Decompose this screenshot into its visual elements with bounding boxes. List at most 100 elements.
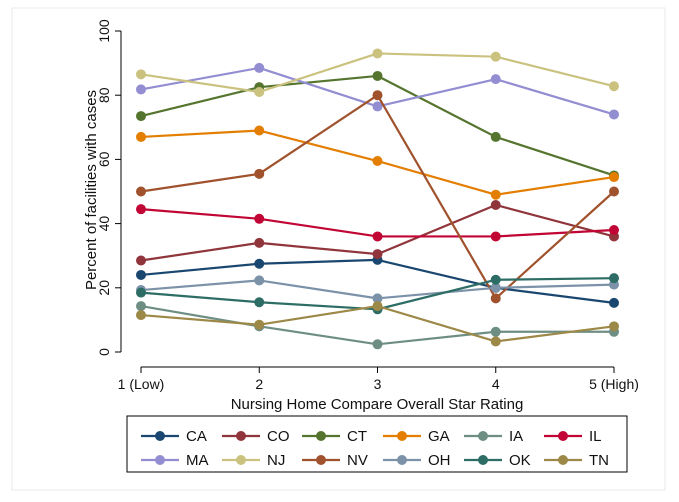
data-point <box>490 51 501 62</box>
legend-label: TN <box>589 452 609 469</box>
legend-label: NJ <box>267 452 285 469</box>
legend-label: IL <box>589 428 602 445</box>
data-point <box>609 321 619 332</box>
legend-label: NV <box>347 452 368 469</box>
data-point <box>136 269 146 280</box>
data-point <box>372 293 383 304</box>
data-point <box>254 258 265 269</box>
data-point <box>609 273 619 284</box>
data-point <box>254 275 265 286</box>
data-point <box>136 131 146 142</box>
data-point <box>372 339 383 350</box>
legend-item-il: IL <box>544 428 602 445</box>
data-point <box>136 287 146 298</box>
data-point <box>609 186 619 197</box>
data-point <box>490 199 501 210</box>
data-point <box>372 156 383 167</box>
legend-item-ca: CA <box>141 428 207 445</box>
series-co <box>136 199 619 266</box>
legend-swatch-marker <box>558 431 568 441</box>
legend-swatch-marker <box>236 455 246 465</box>
legend-swatch-marker <box>397 431 407 441</box>
axes: 0 20 40 60 80 100 1 (Low) 2 3 4 5 (High) <box>96 19 639 392</box>
data-point <box>254 319 265 330</box>
data-point <box>490 293 501 304</box>
series-nj <box>136 48 619 97</box>
data-point <box>372 48 383 59</box>
y-tick-label: 80 <box>96 87 112 103</box>
series-nv <box>136 90 619 304</box>
legend-item-ct: CT <box>302 428 367 445</box>
legend-label: CA <box>186 428 207 445</box>
data-point <box>609 172 619 183</box>
legend-item-ga: GA <box>383 428 450 445</box>
x-tick-label: 3 <box>374 376 382 392</box>
data-point <box>136 255 146 266</box>
data-point <box>490 336 501 347</box>
series-ga <box>136 125 619 200</box>
legend-label: MA <box>186 452 209 469</box>
data-point <box>254 86 265 97</box>
x-tick-label: 5 (High) <box>589 376 639 392</box>
legend-item-ia: IA <box>464 428 523 445</box>
data-point <box>254 168 265 179</box>
data-point <box>254 125 265 136</box>
data-point <box>136 69 146 80</box>
series-il <box>136 204 619 242</box>
data-point <box>136 84 146 95</box>
data-point <box>490 282 501 293</box>
legend-item-oh: OH <box>383 452 451 469</box>
data-point <box>609 225 619 236</box>
data-point <box>609 297 619 308</box>
legend-swatch-marker <box>558 455 568 465</box>
legend-swatch-marker <box>397 455 407 465</box>
data-point <box>490 189 501 200</box>
x-axis-label: Nursing Home Compare Overall Star Rating <box>231 396 524 413</box>
data-point <box>136 301 146 312</box>
legend-label: GA <box>428 428 450 445</box>
legend-item-ma: MA <box>141 452 209 469</box>
legend-swatch-marker <box>478 431 488 441</box>
data-point <box>490 274 501 285</box>
legend-swatch-marker <box>478 455 488 465</box>
y-tick-label: 100 <box>96 19 112 43</box>
x-tick-label: 1 (Low) <box>118 376 165 392</box>
data-point <box>136 310 146 321</box>
y-axis-label: Percent of facilities with cases <box>83 90 100 290</box>
data-point <box>490 231 501 242</box>
legend-item-co: CO <box>222 428 290 445</box>
legend-label: IA <box>509 428 523 445</box>
data-point <box>372 90 383 101</box>
data-point <box>254 62 265 73</box>
series-tn <box>136 301 619 347</box>
series-ma <box>136 62 619 120</box>
legend-item-ok: OK <box>464 452 531 469</box>
data-point <box>490 131 501 142</box>
series-layer <box>136 48 619 350</box>
x-tick-label: 2 <box>255 376 263 392</box>
data-point <box>254 213 265 224</box>
legend-swatch-marker <box>155 431 165 441</box>
y-tick-label: 20 <box>96 280 112 296</box>
data-point <box>254 297 265 308</box>
legend-label: CO <box>267 428 290 445</box>
legend-item-nv: NV <box>302 452 368 469</box>
data-point <box>372 231 383 242</box>
data-point <box>372 301 383 312</box>
x-tick-label: 4 <box>492 376 500 392</box>
data-point <box>372 249 383 260</box>
legend: CA CO CT GA IA IL MA NJ NV OH OK TN <box>126 415 628 473</box>
data-point <box>254 237 265 248</box>
data-point <box>136 186 146 197</box>
data-point <box>372 70 383 81</box>
y-tick-label: 40 <box>96 216 112 232</box>
legend-label: CT <box>347 428 367 445</box>
legend-item-tn: TN <box>544 452 609 469</box>
legend-label: OK <box>509 452 531 469</box>
legend-item-nj: NJ <box>222 452 285 469</box>
data-point <box>490 326 501 337</box>
data-point <box>372 101 383 112</box>
legend-swatch-marker <box>155 455 165 465</box>
y-tick-label: 0 <box>96 348 112 356</box>
